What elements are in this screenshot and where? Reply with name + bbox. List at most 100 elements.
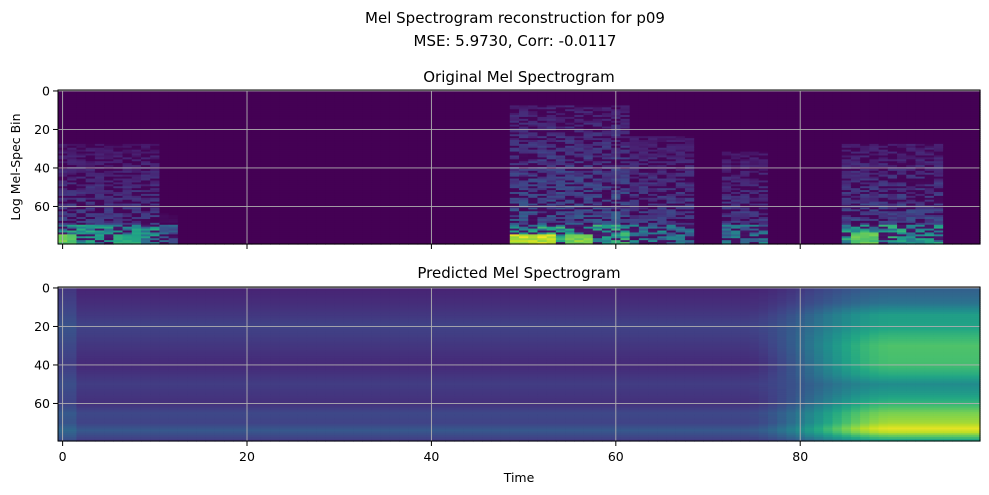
heatmap-cell	[500, 184, 511, 187]
heatmap-cell	[343, 165, 354, 168]
heatmap-cell	[472, 147, 483, 151]
heatmap-cell	[731, 145, 741, 149]
heatmap-cell	[472, 163, 483, 166]
heatmap-cell	[703, 130, 714, 133]
heatmap-cell	[270, 126, 280, 130]
heatmap-cell	[500, 91, 511, 95]
heatmap-cell	[159, 184, 170, 187]
heatmap-cell	[187, 151, 197, 155]
heatmap-cell	[740, 109, 751, 112]
heatmap-cell	[196, 118, 207, 122]
heatmap-cell	[306, 126, 317, 130]
heatmap-cell	[952, 159, 963, 162]
heatmap-cell	[454, 115, 465, 118]
heatmap-cell	[749, 176, 760, 180]
heatmap-cell	[196, 176, 207, 180]
heatmap-cell	[417, 124, 428, 128]
heatmap-cell	[168, 111, 179, 114]
heatmap-cell	[408, 147, 419, 151]
heatmap-cell	[472, 138, 483, 141]
heatmap-cell	[454, 95, 465, 99]
heatmap-cell	[417, 159, 428, 162]
heatmap-cell	[223, 124, 234, 128]
heatmap-cell	[823, 130, 834, 133]
heatmap-cell	[472, 157, 483, 160]
heatmap-cell	[519, 138, 529, 141]
heatmap-cell	[131, 140, 142, 143]
heatmap-cell	[528, 101, 539, 105]
heatmap-cell	[168, 107, 179, 110]
heatmap-cell	[519, 157, 529, 160]
heatmap-cell	[601, 126, 612, 130]
heatmap-cell	[528, 151, 539, 155]
heatmap-cell	[721, 172, 732, 176]
heatmap-cell	[601, 165, 612, 168]
heatmap-cell	[887, 138, 898, 141]
heatmap-cell	[731, 174, 741, 178]
heatmap-cell	[389, 143, 400, 147]
heatmap-cell	[306, 113, 317, 116]
heatmap-cell	[592, 97, 603, 101]
heatmap-cell	[546, 97, 557, 101]
heatmap-cell	[454, 180, 465, 183]
heatmap-cell	[897, 136, 907, 139]
heatmap-cell	[897, 172, 907, 176]
heatmap-cell	[297, 103, 308, 106]
heatmap-cell	[251, 134, 262, 137]
heatmap-cell	[592, 147, 603, 151]
heatmap-cell	[168, 157, 179, 160]
heatmap-cell	[684, 124, 695, 128]
heatmap-cell	[131, 157, 142, 160]
heatmap-cell	[675, 109, 686, 112]
heatmap-cell	[233, 115, 243, 118]
heatmap-cell	[841, 161, 852, 164]
heatmap-cell	[131, 184, 142, 187]
heatmap-cell	[924, 163, 935, 166]
heatmap-cell	[131, 151, 142, 155]
heatmap-cell	[251, 132, 262, 135]
heatmap-cell	[491, 130, 502, 133]
heatmap-cell	[76, 95, 87, 99]
heatmap-cell	[279, 176, 290, 180]
heatmap-cell	[306, 174, 317, 178]
heatmap-cell	[325, 145, 336, 149]
heatmap-cell	[528, 118, 539, 122]
heatmap-cell	[574, 118, 585, 122]
heatmap-cell	[675, 118, 686, 122]
heatmap-cell	[316, 180, 326, 183]
heatmap-cell	[878, 105, 889, 108]
heatmap-cell	[104, 174, 114, 178]
heatmap-cell	[574, 140, 585, 143]
heatmap-cell	[933, 134, 944, 137]
heatmap-cell	[131, 145, 142, 149]
heatmap-cell	[196, 138, 207, 141]
heatmap-cell	[196, 113, 207, 116]
heatmap-cell	[279, 105, 290, 108]
heatmap-cell	[463, 99, 474, 103]
heatmap-cell	[786, 95, 797, 99]
heatmap-cell	[131, 138, 142, 141]
heatmap-cell	[767, 143, 778, 147]
heatmap-cell	[970, 165, 981, 168]
heatmap-cell	[758, 145, 769, 149]
heatmap-cell	[399, 174, 409, 178]
heatmap-cell	[233, 116, 243, 120]
heatmap-cell	[952, 161, 963, 164]
heatmap-cell	[353, 101, 363, 105]
heatmap-cell	[380, 176, 391, 180]
heatmap-cell	[113, 126, 124, 130]
heatmap-cell	[804, 134, 815, 137]
heatmap-cell	[316, 157, 326, 160]
heatmap-cell	[666, 182, 677, 185]
heatmap-cell	[389, 107, 400, 110]
heatmap-cell	[721, 103, 732, 106]
heatmap-cell	[196, 109, 207, 112]
heatmap-cell	[85, 153, 96, 157]
heatmap-cell	[712, 145, 723, 149]
heatmap-cell	[675, 134, 686, 137]
heatmap-cell	[353, 138, 363, 141]
heatmap-cell	[860, 103, 870, 106]
heatmap-cell	[620, 107, 631, 110]
heatmap-cell	[140, 180, 151, 183]
heatmap-cell	[924, 115, 935, 118]
